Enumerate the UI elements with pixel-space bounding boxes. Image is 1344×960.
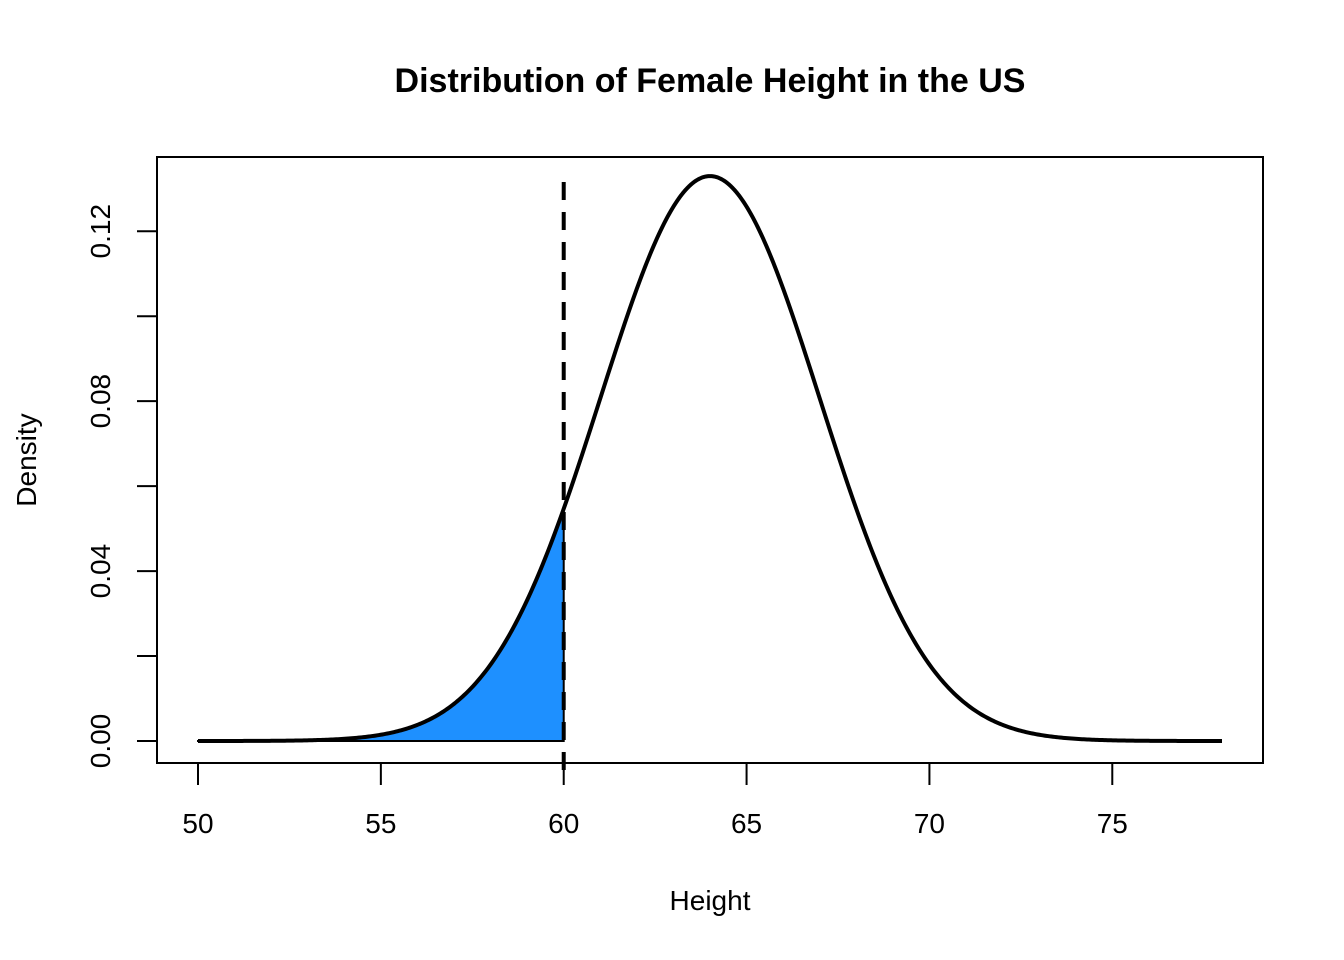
- density-curve: [197, 174, 1223, 743]
- y-axis: 0.00 0.04 0.08 0.12: [85, 204, 158, 769]
- x-axis-label: Height: [670, 885, 751, 916]
- y-tick-label: 0.08: [85, 374, 116, 429]
- plot-frame: [156, 156, 1264, 764]
- y-tick-label: 0.12: [85, 204, 116, 259]
- x-tick-label: 65: [731, 808, 762, 839]
- y-axis-label: Density: [11, 413, 42, 506]
- y-tick-label: 0.00: [85, 714, 116, 769]
- x-tick-label: 70: [914, 808, 945, 839]
- x-tick-label: 60: [548, 808, 579, 839]
- x-tick-label: 75: [1097, 808, 1128, 839]
- chart-title: Distribution of Female Height in the US: [395, 62, 1026, 100]
- shaded-region: [197, 508, 565, 742]
- x-tick-label: 55: [365, 808, 396, 839]
- x-tick-label: 50: [182, 808, 213, 839]
- y-tick-label: 0.04: [85, 544, 116, 599]
- x-axis: 50 55 60 65 70 75: [182, 762, 1128, 839]
- plot-area: [197, 172, 1223, 770]
